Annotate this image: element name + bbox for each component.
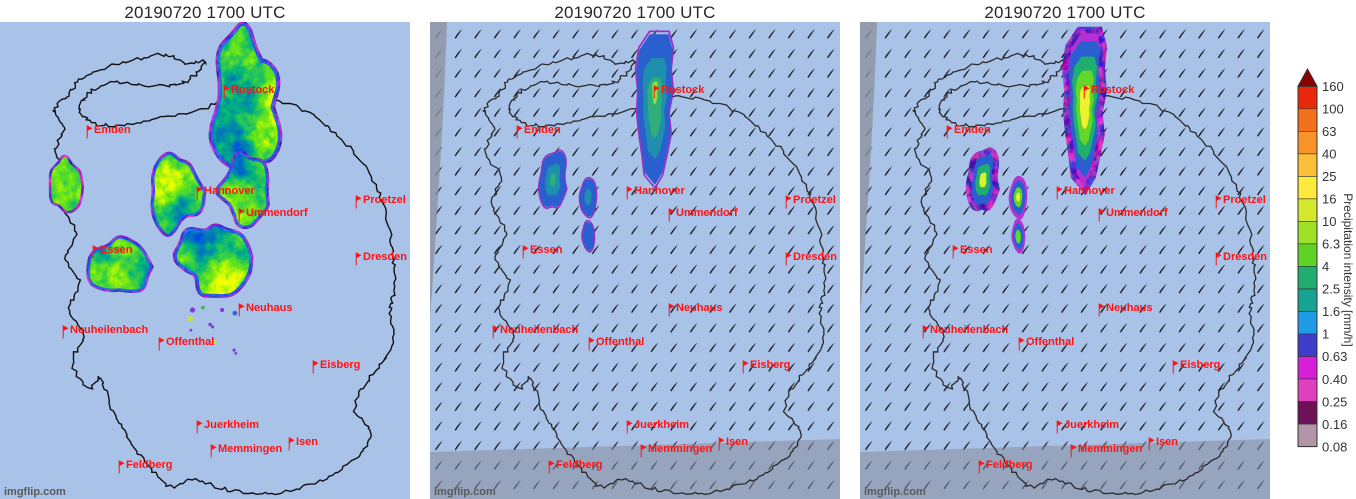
svg-text:1: 1 <box>1322 327 1329 342</box>
svg-text:10: 10 <box>1322 214 1336 229</box>
svg-text:0.16: 0.16 <box>1322 417 1347 432</box>
svg-text:Precipitation intensity [mm/h]: Precipitation intensity [mm/h] <box>1341 193 1355 346</box>
svg-text:16: 16 <box>1322 192 1336 207</box>
svg-text:1.6: 1.6 <box>1322 304 1340 319</box>
svg-text:160: 160 <box>1322 79 1344 94</box>
svg-text:4: 4 <box>1322 259 1329 274</box>
svg-text:2.5: 2.5 <box>1322 282 1340 297</box>
svg-text:40: 40 <box>1322 147 1336 162</box>
svg-text:0.25: 0.25 <box>1322 394 1347 409</box>
svg-text:0.08: 0.08 <box>1322 439 1347 454</box>
svg-text:6.3: 6.3 <box>1322 237 1340 252</box>
svg-text:0.63: 0.63 <box>1322 349 1347 364</box>
svg-text:63: 63 <box>1322 124 1336 139</box>
svg-text:0.40: 0.40 <box>1322 372 1347 387</box>
svg-text:25: 25 <box>1322 169 1336 184</box>
svg-text:100: 100 <box>1322 102 1344 117</box>
